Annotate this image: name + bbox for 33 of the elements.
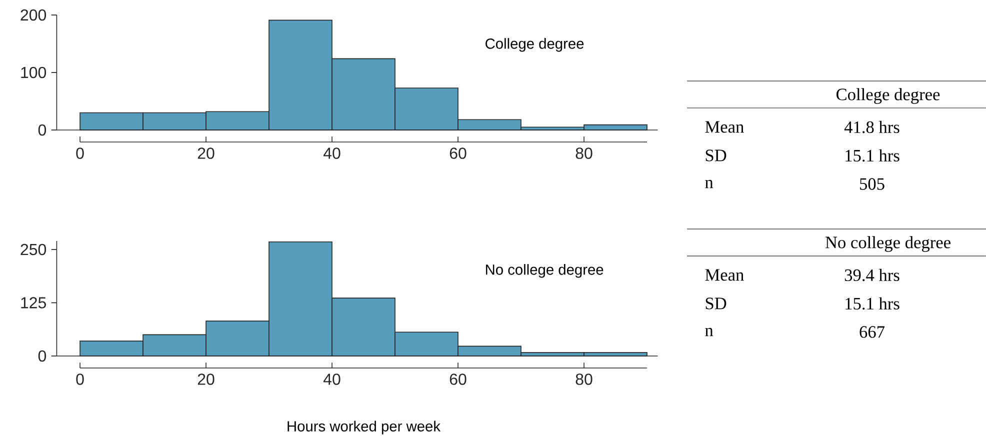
y-tick-label: 0: [38, 350, 46, 362]
text: 15.1 hrs: [846, 149, 900, 162]
y-tick-label: 125: [21, 297, 46, 308]
text: SD: [706, 298, 726, 310]
x-tick-label: 20: [198, 374, 214, 385]
x-axis-title: Hours worked per week: [288, 420, 441, 434]
x-tick-label: 80: [576, 148, 592, 159]
text: SD: [706, 150, 726, 162]
text: Mean: [705, 269, 744, 281]
x-tick-label: 0: [76, 148, 84, 159]
text: College degree: [836, 88, 940, 104]
x-tick-label: 40: [323, 148, 340, 159]
text: n: [705, 180, 714, 188]
text: 505: [860, 178, 884, 190]
x-tick-label: 60: [450, 374, 466, 385]
text: 39.4 hrs: [844, 268, 900, 282]
y-tick-label: 200: [20, 9, 46, 21]
x-tick-label: 40: [323, 374, 340, 385]
x-tick-label: 0: [76, 374, 84, 385]
x-tick-label: 60: [450, 148, 466, 159]
y-tick-label: 250: [20, 244, 46, 256]
text: No college degree: [486, 264, 604, 278]
text: College degree: [486, 38, 584, 52]
text: 667: [860, 326, 885, 338]
text: n: [705, 328, 714, 336]
y-tick-label: 100: [21, 66, 46, 78]
x-tick-label: 80: [576, 374, 592, 385]
x-tick-label: 20: [198, 148, 214, 159]
text: Mean: [705, 121, 744, 133]
text: 15.1 hrs: [846, 297, 900, 310]
y-tick-label: 0: [38, 124, 46, 136]
text: 41.8 hrs: [844, 120, 900, 134]
text: No college degree: [825, 236, 950, 252]
